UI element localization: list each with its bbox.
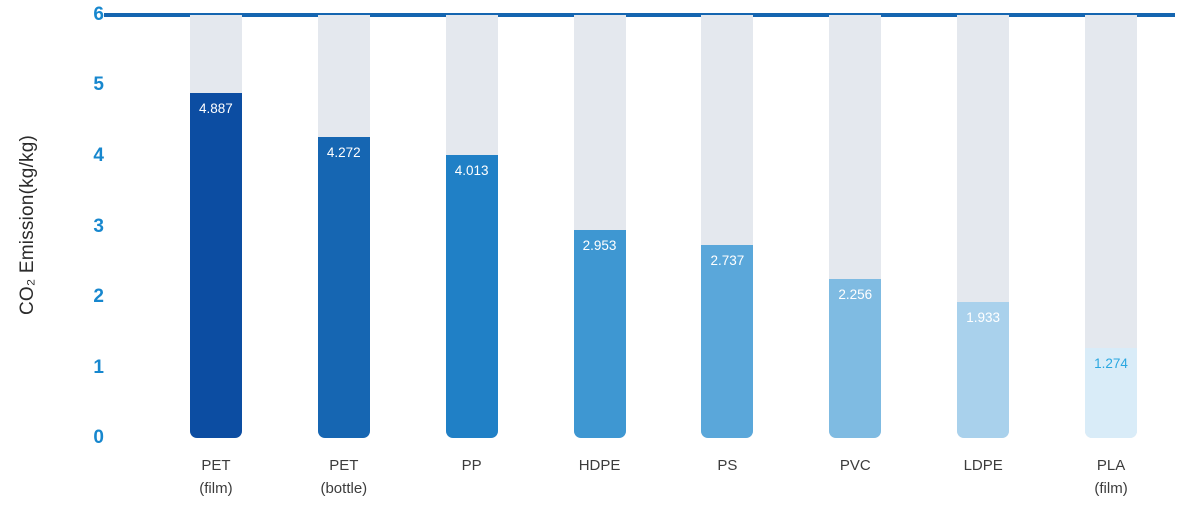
axis-top-line <box>104 13 1175 17</box>
bar-value-label: 2.737 <box>710 253 745 269</box>
bar-column: 4.013 PP <box>445 15 498 474</box>
bar-value-label: 1.933 <box>966 309 1001 325</box>
y-tick-label: 6 <box>93 4 104 25</box>
bar: 4.272 <box>317 136 370 438</box>
bar-value-label: 4.272 <box>326 144 361 160</box>
bar: 4.013 <box>445 155 498 438</box>
bar-column: 2.953 HDPE <box>573 15 626 474</box>
plot-area: 4.887 PET (film) 4.272 PET (bottle) 4.013 PP 2… <box>104 13 1175 497</box>
category-label: PS <box>717 457 738 474</box>
y-tick-label: 1 <box>93 356 104 378</box>
y-tick-label: 4 <box>93 144 104 166</box>
bar-value-label: 4.013 <box>454 163 489 179</box>
y-tick-label: 3 <box>93 215 104 237</box>
bar: 2.256 <box>829 278 882 438</box>
bar-column: 2.737 PS <box>701 15 754 474</box>
category-label: PET (film) <box>199 457 233 498</box>
bar-column: 4.887 PET (film) <box>189 15 242 497</box>
bar-value-label: 4.887 <box>199 101 233 117</box>
bar: 2.737 <box>701 245 754 438</box>
bar: 1.274 <box>1085 348 1138 438</box>
bar-value-label: 2.953 <box>582 237 617 253</box>
bar: 2.953 <box>573 229 626 438</box>
category-label: HDPE <box>578 457 621 474</box>
category-label: PET (bottle) <box>320 457 368 498</box>
y-tick-label: 5 <box>93 74 104 96</box>
bar-value-label: 2.256 <box>838 286 873 302</box>
bar-column: 4.272 PET (bottle) <box>317 15 370 497</box>
bar-value-label: 1.274 <box>1094 356 1128 372</box>
bar: 1.933 <box>957 301 1010 438</box>
bar-column: 1.274 PLA (film) <box>1085 15 1138 497</box>
y-tick-label: 2 <box>93 285 104 307</box>
category-label: PLA (film) <box>1094 457 1128 498</box>
y-tick-label: 0 <box>93 427 104 448</box>
y-axis-ticks: 0 1 2 3 4 5 6 <box>0 4 104 448</box>
bar-column: 1.933 LDPE <box>957 15 1010 474</box>
category-label: LDPE <box>963 457 1003 474</box>
bar-column: 2.256 PVC <box>829 15 882 474</box>
category-label: PP <box>461 457 482 474</box>
category-label: PVC <box>839 457 871 474</box>
bar: 4.887 <box>189 93 242 438</box>
